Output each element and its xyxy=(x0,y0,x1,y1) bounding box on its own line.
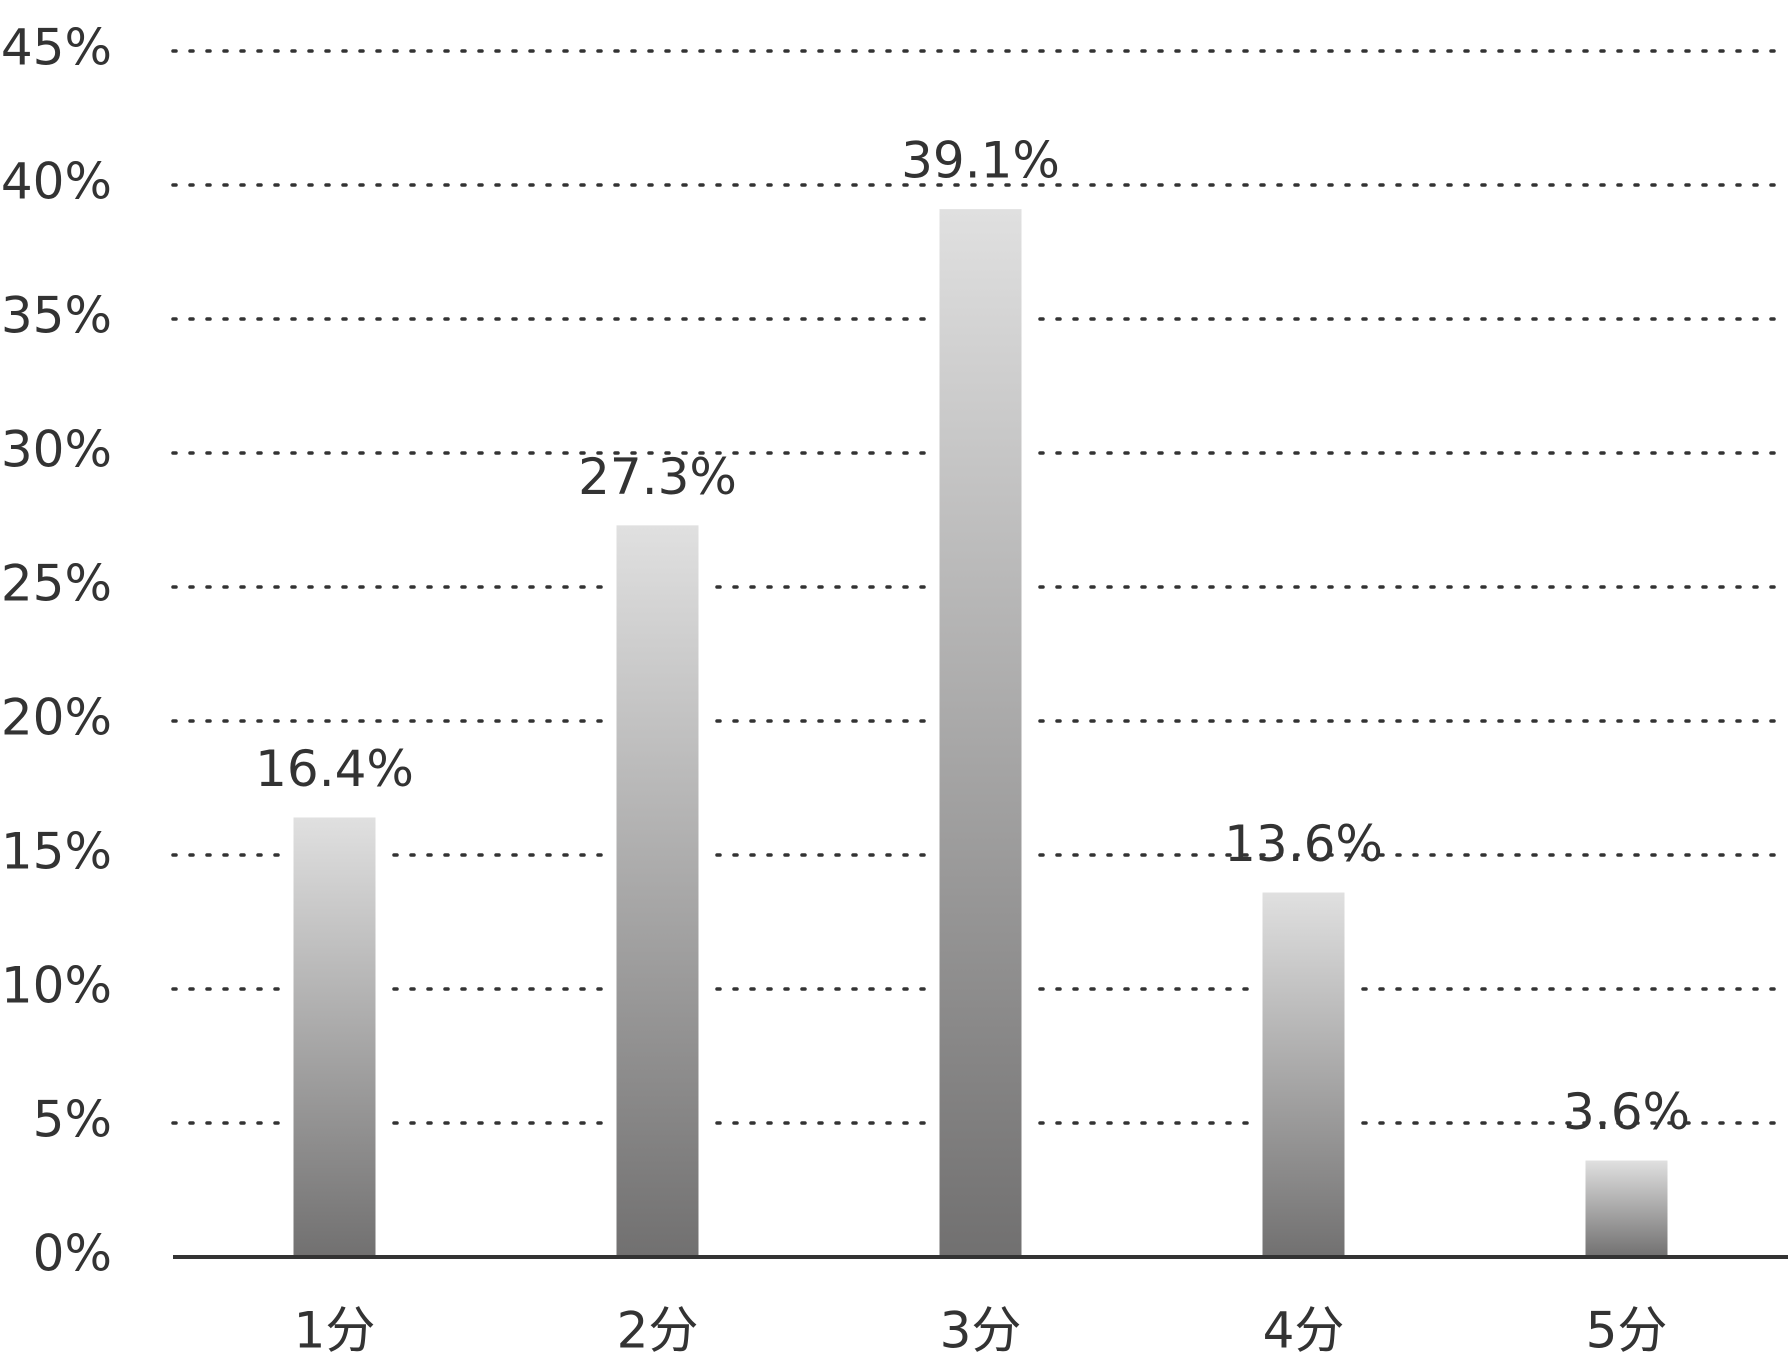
value-label: 27.3% xyxy=(578,448,737,506)
bar xyxy=(293,817,376,1257)
y-tick-label: 35% xyxy=(1,287,112,345)
y-tick-label: 20% xyxy=(1,689,112,747)
bar xyxy=(616,525,699,1257)
y-tick-label: 15% xyxy=(1,823,112,881)
value-label: 13.6% xyxy=(1224,815,1383,873)
x-tick-label: 3分 xyxy=(940,1302,1022,1360)
x-tick-label: 5分 xyxy=(1586,1302,1668,1360)
bar xyxy=(1262,892,1345,1257)
y-tick-label: 45% xyxy=(1,19,112,77)
bar xyxy=(939,209,1022,1257)
value-label: 3.6% xyxy=(1563,1083,1690,1141)
value-label: 16.4% xyxy=(255,740,414,798)
value-label: 39.1% xyxy=(901,132,1060,190)
y-tick-label: 25% xyxy=(1,555,112,613)
x-tick-label: 1分 xyxy=(294,1302,376,1360)
y-tick-label: 5% xyxy=(33,1091,112,1149)
y-tick-label: 30% xyxy=(1,421,112,479)
y-tick-label: 0% xyxy=(33,1225,112,1283)
y-tick-label: 10% xyxy=(1,957,112,1015)
y-tick-label: 40% xyxy=(1,153,112,211)
x-tick-label: 4分 xyxy=(1263,1302,1345,1360)
bar xyxy=(1585,1160,1668,1257)
x-tick-label: 2分 xyxy=(617,1302,699,1360)
